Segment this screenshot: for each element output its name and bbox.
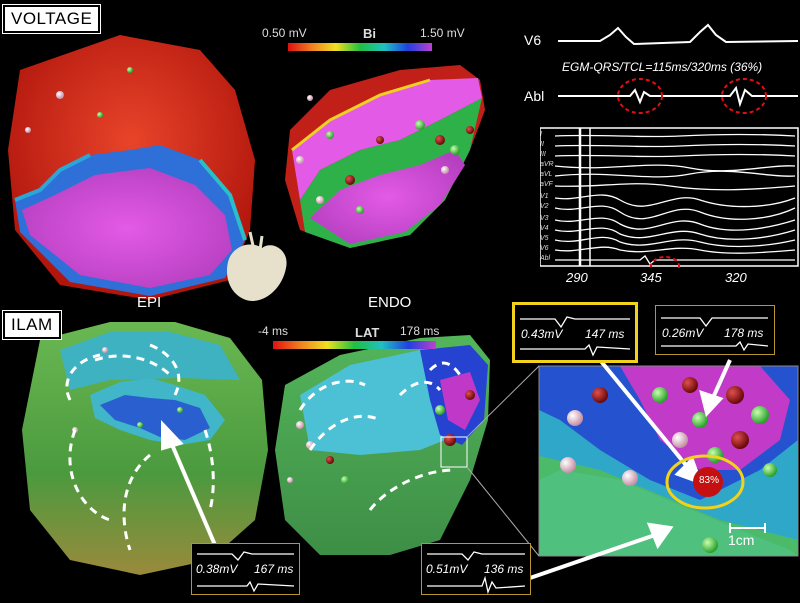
epi-voltage-map xyxy=(8,35,255,300)
voltage-colorbar-min: 0.50 mV xyxy=(262,26,307,40)
heart-orientation-icon xyxy=(226,231,287,301)
section-label-ilam: ILAM xyxy=(2,310,62,340)
egm-box-top-right: 0.26mV 178 ms xyxy=(655,305,775,355)
zoom-connector-bottom xyxy=(466,466,540,557)
zoom-connector-top xyxy=(466,365,540,438)
lat-colorbar-max: 178 ms xyxy=(400,324,440,338)
target-ellipse xyxy=(665,454,745,510)
egm-amplitude: 0.43mV xyxy=(521,327,563,341)
lead-label: V5 xyxy=(540,235,549,242)
endo-voltage-map xyxy=(285,65,485,248)
egm-box-bottom-left: 0.38mV 167 ms xyxy=(191,543,300,595)
lead-label: V1 xyxy=(540,193,549,200)
cycle-length-1: 290 xyxy=(566,270,588,285)
voltage-colorbar-max: 1.50 mV xyxy=(420,26,465,40)
lead-label: II xyxy=(540,141,544,148)
epi-lat-map xyxy=(22,322,268,575)
lead-label: aVF xyxy=(540,181,553,188)
cycle-length-2: 345 xyxy=(640,270,662,285)
lead-label: aVR xyxy=(540,161,554,168)
lead-label: V2 xyxy=(540,203,549,210)
egm-lat: 147 ms xyxy=(585,327,625,341)
egm-amplitude: 0.26mV xyxy=(662,326,704,340)
endo-lat-map xyxy=(275,335,490,555)
lead-label: Abl xyxy=(540,255,551,262)
zoom-region-box xyxy=(440,436,468,468)
ecg-abl-label: Abl xyxy=(524,88,545,104)
voltage-colorbar-title: Bi xyxy=(363,26,376,41)
scale-bar-label: 1cm xyxy=(728,532,755,548)
lead-label: V4 xyxy=(540,225,549,232)
map-label-epi: EPI xyxy=(137,294,162,311)
egm-box-bottom-mid: 0.51mV 136 ms xyxy=(421,543,531,595)
twelve-lead-traces xyxy=(554,128,796,268)
egm-box-top-left: 0.43mV 147 ms xyxy=(512,302,638,363)
ecg-traces xyxy=(540,23,799,267)
target-percent: 83% xyxy=(699,475,720,486)
lead-label: III xyxy=(540,151,546,158)
egm-amplitude: 0.38mV xyxy=(196,562,238,576)
target-point xyxy=(693,467,723,497)
lead-label: aVL xyxy=(540,171,553,178)
lat-colorbar-min: -4 ms xyxy=(258,324,288,338)
ecg-v6-label: V6 xyxy=(524,32,542,48)
lead-label: V6 xyxy=(540,245,549,252)
propagation-arrows xyxy=(65,343,462,551)
egm-lat: 136 ms xyxy=(484,562,524,576)
lead-label: I xyxy=(540,131,542,138)
voltage-colorbar-gradient xyxy=(288,43,432,51)
map-label-endo: ENDO xyxy=(368,294,412,311)
egm-amplitude: 0.51mV xyxy=(426,562,468,576)
section-label-voltage: VOLTAGE xyxy=(1,4,102,34)
egm-lat: 178 ms xyxy=(724,326,764,340)
lead-label: V3 xyxy=(540,215,549,222)
lat-colorbar-title: LAT xyxy=(355,325,380,340)
egm-lat: 167 ms xyxy=(254,562,294,576)
cycle-length-3: 320 xyxy=(725,270,747,285)
electrode-points xyxy=(25,67,777,553)
egm-qrs-ratio: EGM-QRS/TCL=115ms/320ms (36%) xyxy=(562,60,763,74)
lat-colorbar-gradient xyxy=(273,341,436,349)
